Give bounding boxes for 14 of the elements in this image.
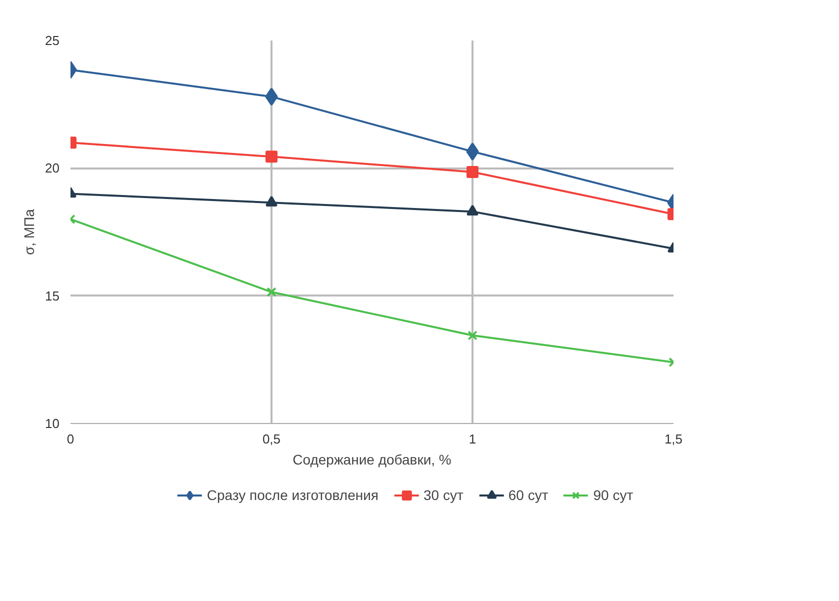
x-tick-label: 1 [468, 432, 476, 446]
x-axis-title: Содержание добавки, % [292, 452, 452, 468]
y-tick-label: 20 [45, 160, 60, 176]
x-tick-label: 1,5 [664, 432, 683, 446]
x-tick-label: 0,5 [262, 432, 281, 446]
x-tick-label: 0 [66, 432, 74, 446]
legend-label: Сразу после изготовления [206, 487, 379, 503]
legend-label: 60 сут [508, 487, 548, 503]
y-axis-title: σ, МПа [21, 208, 38, 255]
y-tick-label: 10 [45, 416, 60, 431]
y-tick-label: 15 [45, 288, 60, 304]
legend-label: 30 сут [424, 487, 464, 503]
legend-label: 90 сут [593, 487, 634, 503]
y-tick-label: 25 [45, 33, 60, 48]
